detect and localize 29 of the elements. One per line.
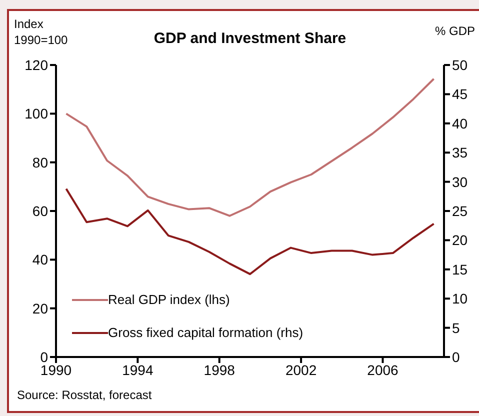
y2-axis-title: % GDP bbox=[435, 24, 476, 38]
y2-tick-label: 30 bbox=[452, 174, 468, 190]
line-series bbox=[65, 78, 435, 217]
y-tick-label: 80 bbox=[32, 154, 48, 170]
y2-tick-label: 15 bbox=[452, 261, 468, 278]
y-axis-title: Index 1990=100 bbox=[14, 16, 69, 48]
y-tick-label: 40 bbox=[32, 252, 48, 268]
source-note: Source: Rosstat, forecast bbox=[17, 388, 152, 402]
y-tick-label: 100 bbox=[24, 106, 48, 122]
y2-tick-label: 45 bbox=[452, 86, 468, 102]
y2-tick-label: 35 bbox=[452, 144, 468, 161]
chart-title: GDP and Investment Share bbox=[154, 30, 346, 47]
x-tick-label: 2006 bbox=[367, 362, 399, 378]
y2-tick-label: 10 bbox=[452, 290, 468, 307]
y2-tick-label: 0 bbox=[452, 348, 460, 365]
y2-tick-label: 25 bbox=[452, 202, 468, 219]
x-tick-label: 2002 bbox=[285, 362, 317, 378]
y2-tick-label: 5 bbox=[452, 320, 460, 336]
x-tick-label: 1994 bbox=[122, 362, 154, 378]
y2-tick-label: 40 bbox=[452, 115, 468, 132]
legend-label: Gross fixed capital formation (rhs) bbox=[108, 325, 304, 340]
y-tick-label: 20 bbox=[32, 300, 48, 316]
y2-tick-label: 20 bbox=[452, 232, 468, 248]
line-series bbox=[65, 188, 435, 276]
y-tick-label: 60 bbox=[32, 202, 48, 219]
x-tick-label: 1998 bbox=[204, 362, 236, 378]
y-tick-label: 120 bbox=[24, 56, 48, 73]
y2-tick-label: 50 bbox=[452, 56, 468, 73]
legend-label: Real GDP index (lhs) bbox=[108, 292, 230, 307]
